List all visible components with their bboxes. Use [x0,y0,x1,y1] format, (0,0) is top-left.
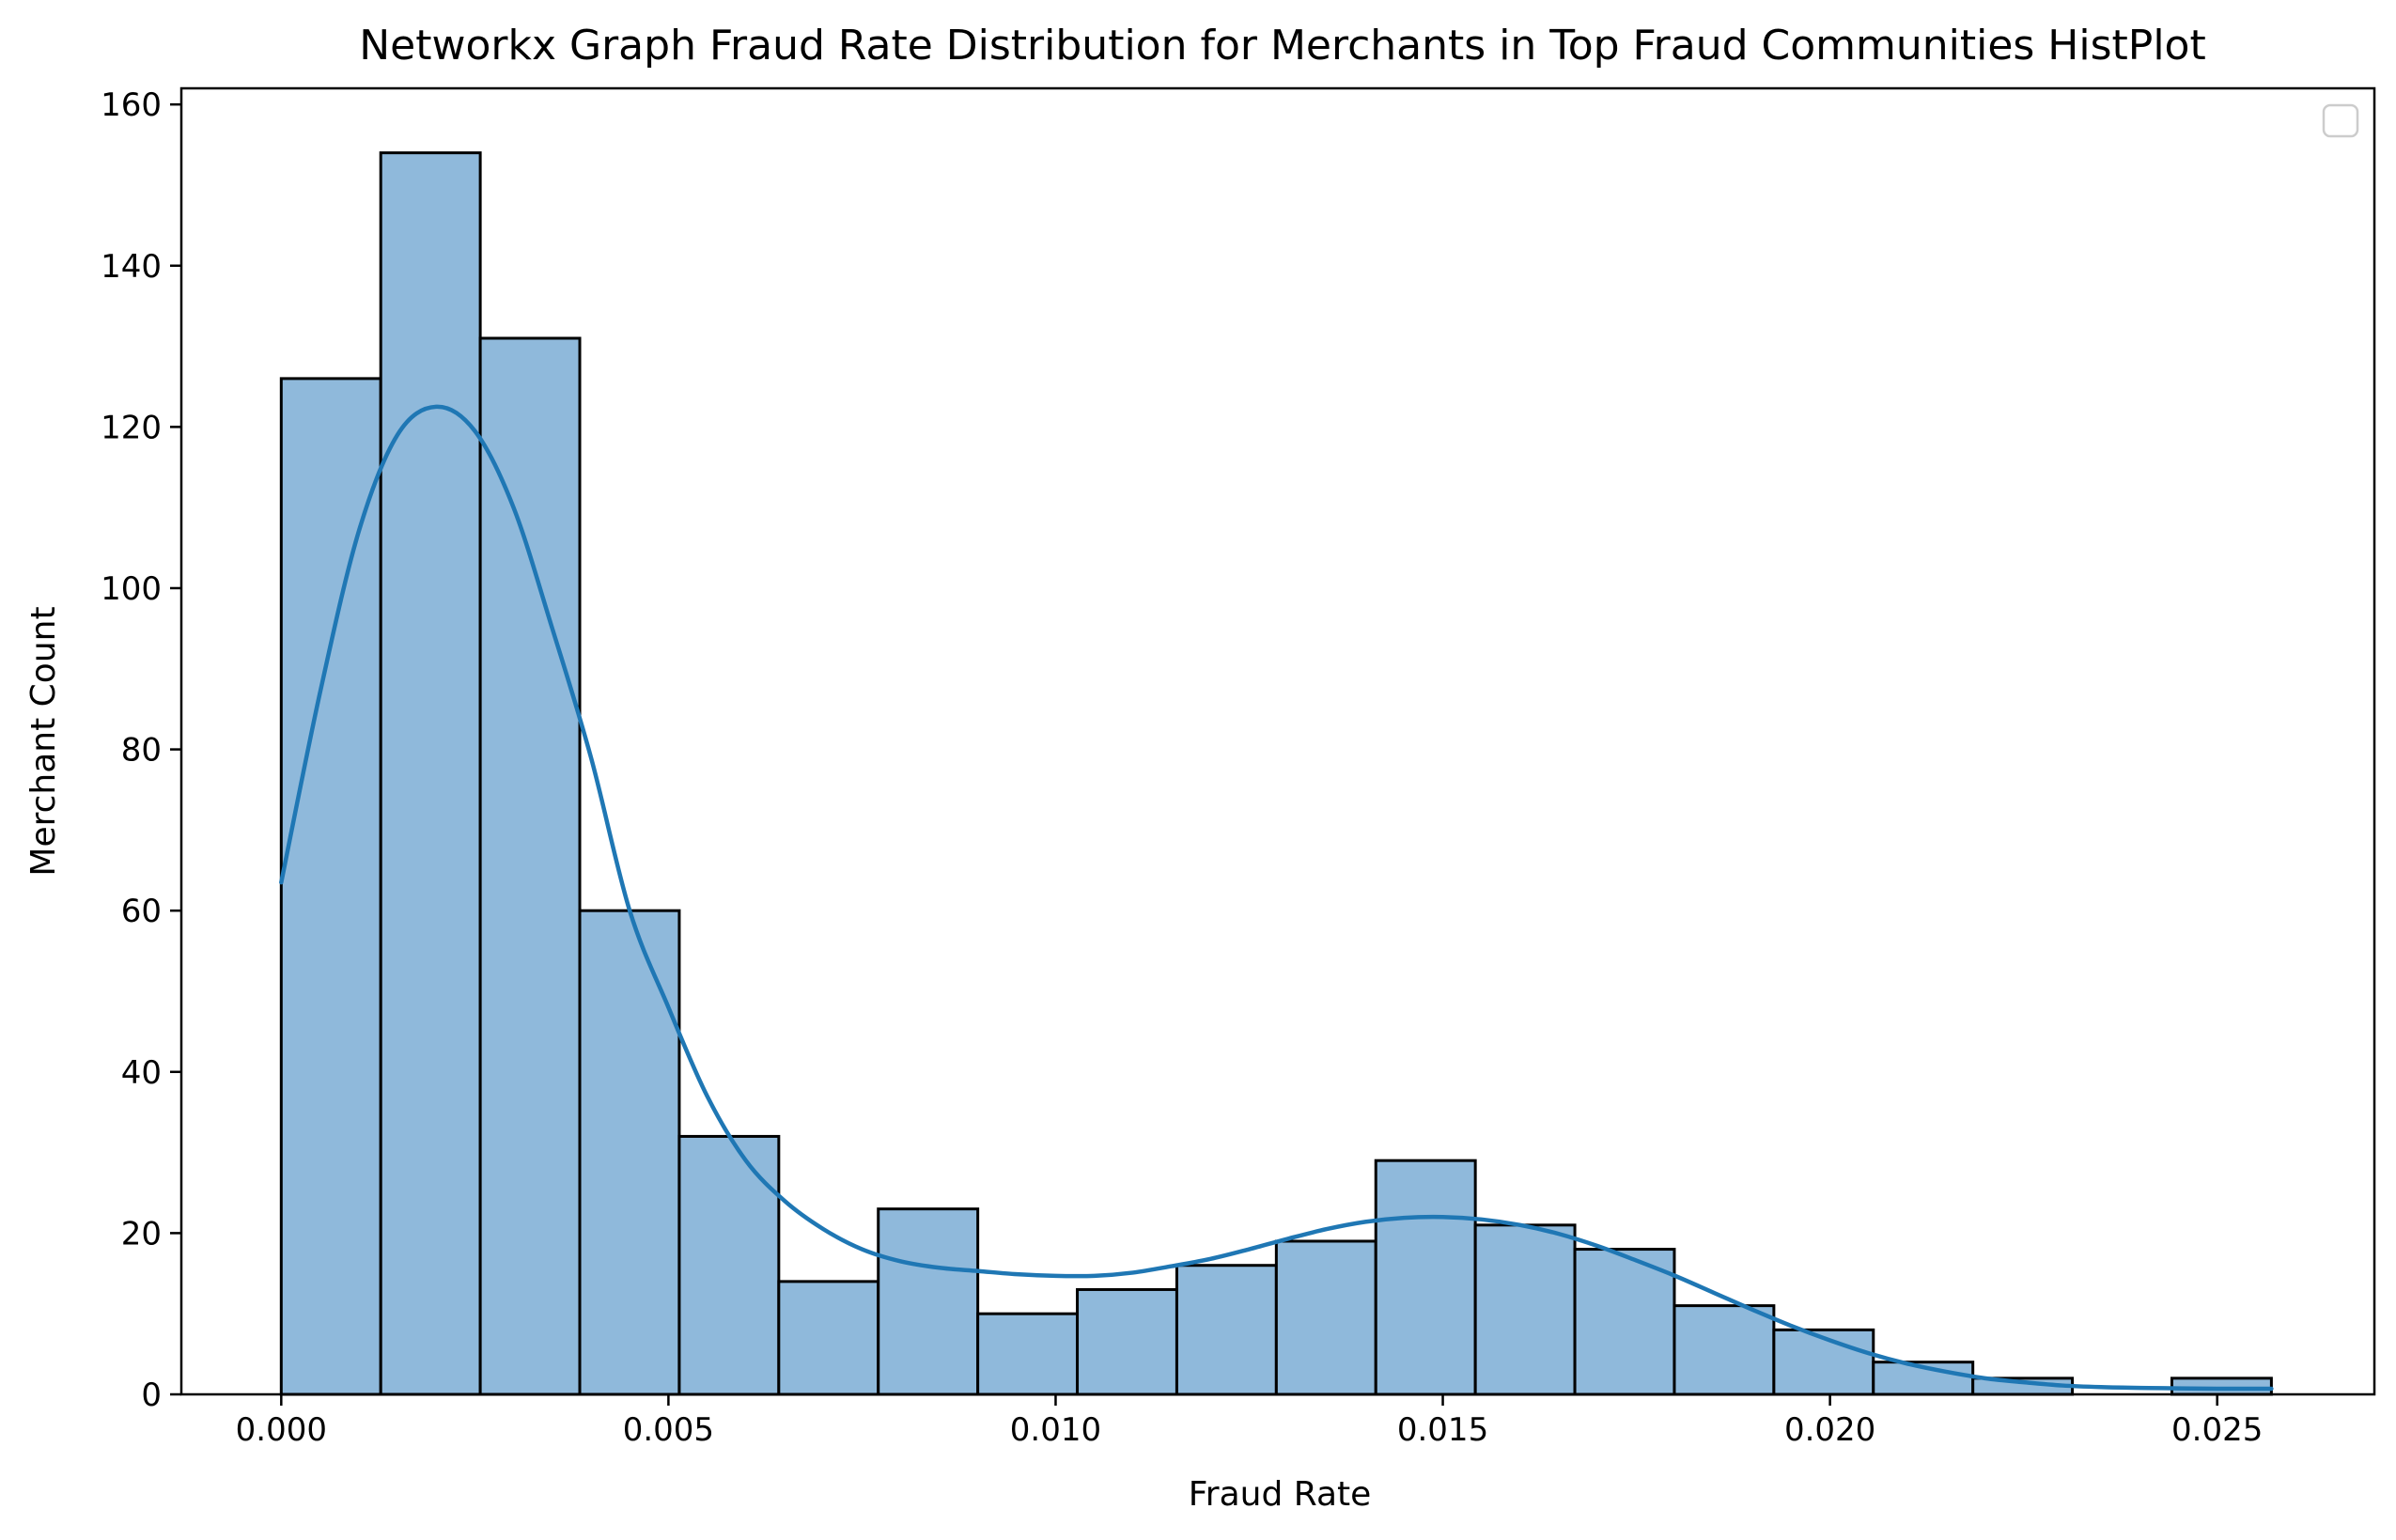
y-tick-label: 100 [101,570,162,608]
y-tick-label: 120 [101,409,162,446]
histogram-bar [1175,1264,1278,1396]
bars-layer [279,151,2273,1396]
x-tick-label: 0.015 [1397,1411,1488,1449]
histogram-bar [1573,1248,1676,1396]
x-tick-label: 0.020 [1784,1411,1875,1449]
plot-frame [179,86,2376,1396]
y-axis-label: Merchant Count [24,606,63,876]
histogram-bar [279,377,382,1396]
y-axis-ticks: 0 20 40 60 80 100 120 140 160 [101,86,181,1414]
y-tick-label: 80 [121,732,162,770]
histogram-bar [1274,1239,1377,1396]
kde-line [279,404,2274,1392]
histogram-bar [379,151,482,1396]
histogram-bar [2170,1377,2273,1396]
histogram-bar [1473,1223,1577,1396]
y-tick-label: 20 [121,1215,162,1252]
kde-layer [279,404,2274,1392]
histogram-bar [677,1134,781,1396]
histogram-bar [1374,1159,1477,1396]
chart-title: Networkx Graph Fraud Rate Distribution f… [359,22,2205,70]
x-tick-label: 0.000 [236,1411,327,1449]
x-axis-label: Fraud Rate [1189,1475,1372,1514]
y-tick-label: 140 [101,248,162,286]
histogram-bar [1076,1287,1178,1396]
histogram-bar [578,909,681,1396]
histogram-bar [877,1207,980,1396]
x-tick-label: 0.005 [623,1411,714,1449]
histogram-bar [1673,1304,1776,1396]
y-tick-label: 160 [101,86,162,124]
legend-box [2322,103,2359,138]
histogram-bar [976,1312,1080,1396]
x-tick-label: 0.025 [2171,1411,2263,1449]
x-axis-ticks: 0.000 0.005 0.010 0.015 0.020 0.025 [236,1394,2263,1449]
x-tick-label: 0.010 [1010,1411,1101,1449]
y-tick-label: 0 [141,1377,162,1414]
y-tick-label: 40 [121,1054,162,1092]
histogram-bar [777,1280,880,1396]
y-tick-label: 60 [121,893,162,930]
histogram-bar [478,336,582,1396]
